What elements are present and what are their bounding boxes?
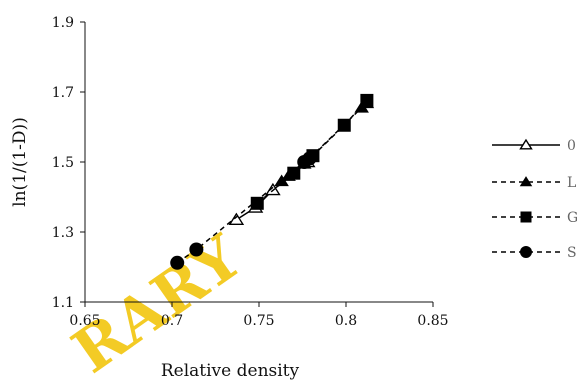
legend-label: G [567, 210, 577, 226]
legend-marker [520, 246, 532, 258]
y-tick-label: 1.7 [52, 85, 74, 101]
data-point [228, 212, 245, 226]
series-layer [170, 93, 375, 270]
y-tick-label: 1.5 [52, 155, 74, 171]
legend-label: 0 [567, 138, 576, 154]
x-tick-label: 0.65 [69, 313, 100, 329]
legend-marker [520, 211, 532, 223]
legend-label: S [567, 245, 577, 261]
y-ticks: 1.1 1.3 1.5 1.7 1.9 [52, 15, 85, 311]
legend-item: L [492, 175, 576, 191]
data-point [337, 118, 351, 132]
x-tick-label: 0.75 [243, 313, 274, 329]
series-S [170, 151, 317, 270]
data-point [189, 242, 204, 257]
data-point [302, 151, 317, 166]
watermark-text: RARY [60, 222, 255, 381]
legend-item: S [492, 245, 577, 261]
y-tick-label: 1.3 [52, 225, 74, 241]
x-ticks: 0.65 0.7 0.75 0.8 0.85 [69, 302, 449, 329]
data-point [170, 255, 185, 270]
x-axis-title: Relative density [161, 361, 300, 381]
legend-marker [519, 138, 533, 150]
data-point [250, 196, 264, 210]
data-point [287, 166, 301, 180]
x-tick-label: 0.85 [417, 313, 448, 329]
x-tick-label: 0.7 [161, 313, 183, 329]
axes [84, 22, 433, 303]
y-tick-label: 1.9 [52, 15, 74, 31]
legend-label: L [567, 175, 576, 191]
y-axis-title: ln(1/(1-D)) [10, 117, 30, 207]
y-tick-label: 1.1 [52, 295, 74, 311]
x-tick-label: 0.8 [335, 313, 357, 329]
legend-item: 0 [492, 138, 576, 154]
data-point [360, 93, 374, 107]
legend-marker [519, 176, 533, 187]
legend: 0 L G S [492, 138, 577, 261]
legend-item: G [492, 210, 577, 226]
